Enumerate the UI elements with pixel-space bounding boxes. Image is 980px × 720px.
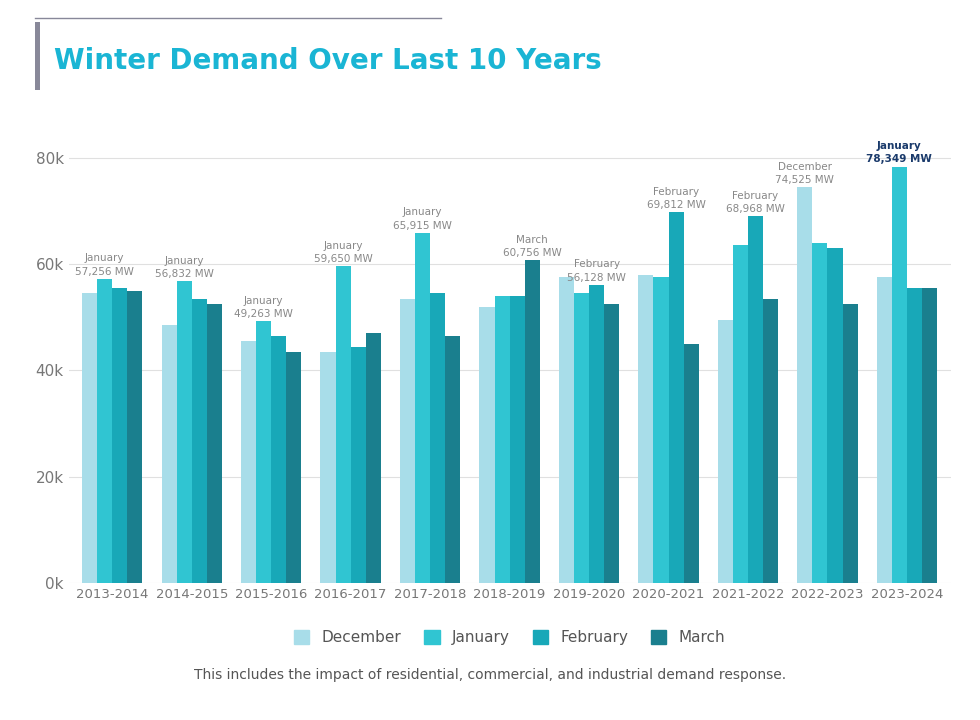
Bar xyxy=(717,320,733,583)
Bar xyxy=(127,291,142,583)
Bar xyxy=(256,321,271,583)
Bar xyxy=(574,293,589,583)
Bar xyxy=(684,344,699,583)
Legend: December, January, February, March: December, January, February, March xyxy=(286,622,733,653)
Bar xyxy=(524,260,540,583)
Bar xyxy=(604,304,619,583)
Text: February
56,128 MW: February 56,128 MW xyxy=(567,259,626,282)
Bar xyxy=(906,288,922,583)
Bar xyxy=(843,304,858,583)
Text: January
78,349 MW: January 78,349 MW xyxy=(866,141,932,164)
Text: This includes the impact of residential, commercial, and industrial demand respo: This includes the impact of residential,… xyxy=(194,668,786,682)
Bar xyxy=(748,217,763,583)
Bar xyxy=(192,299,207,583)
Text: January
49,263 MW: January 49,263 MW xyxy=(234,296,293,319)
Bar xyxy=(430,293,445,583)
Bar xyxy=(366,333,381,583)
Bar xyxy=(638,275,654,583)
Bar xyxy=(82,293,97,583)
Bar xyxy=(241,341,256,583)
Bar xyxy=(495,296,510,583)
Bar xyxy=(922,288,937,583)
Bar xyxy=(445,336,461,583)
Bar xyxy=(510,296,524,583)
Bar xyxy=(286,352,302,583)
Text: January
65,915 MW: January 65,915 MW xyxy=(393,207,452,230)
Text: January
56,832 MW: January 56,832 MW xyxy=(155,256,214,279)
Bar xyxy=(335,266,351,583)
Bar xyxy=(176,281,192,583)
Bar xyxy=(113,288,127,583)
Bar xyxy=(479,307,495,583)
Bar xyxy=(320,352,335,583)
Bar xyxy=(400,299,416,583)
Text: February
68,968 MW: February 68,968 MW xyxy=(726,191,785,215)
Bar xyxy=(559,277,574,583)
Text: January
59,650 MW: January 59,650 MW xyxy=(314,240,372,264)
Bar xyxy=(733,246,748,583)
Bar xyxy=(654,277,668,583)
Bar xyxy=(892,166,907,583)
Text: February
69,812 MW: February 69,812 MW xyxy=(647,186,706,210)
Bar xyxy=(97,279,113,583)
Bar xyxy=(416,233,430,583)
Bar xyxy=(827,248,843,583)
Bar xyxy=(271,336,286,583)
Text: Winter Demand Over Last 10 Years: Winter Demand Over Last 10 Years xyxy=(54,47,602,75)
Text: March
60,756 MW: March 60,756 MW xyxy=(503,235,562,258)
Bar xyxy=(812,243,827,583)
Text: December
74,525 MW: December 74,525 MW xyxy=(775,161,834,185)
Bar xyxy=(763,299,778,583)
Bar xyxy=(351,346,366,583)
Bar xyxy=(207,304,221,583)
Text: January
57,256 MW: January 57,256 MW xyxy=(75,253,134,276)
Bar xyxy=(668,212,684,583)
Bar xyxy=(798,187,812,583)
Bar xyxy=(162,325,176,583)
Bar xyxy=(877,277,892,583)
Bar xyxy=(589,284,604,583)
